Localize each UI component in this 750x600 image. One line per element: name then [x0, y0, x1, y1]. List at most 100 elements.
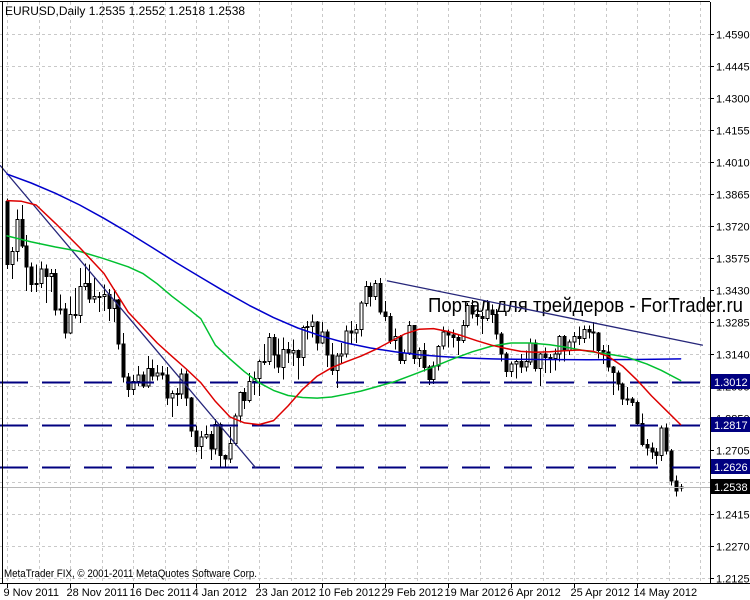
candle-body-bear: [422, 350, 427, 368]
candle-body-bull: [10, 250, 15, 266]
level-price-badge: 1.2626: [714, 462, 748, 474]
candle-body-bull: [92, 296, 97, 300]
trendline[interactable]: [0, 164, 257, 469]
candle-body-bear: [650, 447, 655, 453]
candle-body-bull: [659, 427, 664, 456]
candle-body-bull: [538, 353, 543, 369]
price-axis-label: 1.4590: [716, 30, 750, 42]
candle-body-bear: [616, 372, 621, 385]
candle-body-bull: [179, 373, 184, 395]
copyright-text: MetaTrader FIX, © 2001-2011 MetaQuotes S…: [4, 568, 257, 580]
candle-body-bear: [543, 353, 548, 358]
candle-body-bull: [441, 331, 446, 347]
time-axis[interactable]: [0, 583, 750, 600]
candle-body-bear: [189, 397, 194, 432]
candle-body-bull: [335, 355, 340, 372]
candle-body-bull: [572, 335, 577, 343]
candle-body-bear: [276, 354, 281, 368]
candle-body-bull: [262, 361, 267, 364]
candle-body-bear: [121, 343, 126, 378]
candle-body-bull: [97, 296, 102, 299]
candle-body-bear: [29, 266, 34, 285]
candle-body-bear: [635, 402, 640, 425]
candle-body-bull: [485, 309, 490, 320]
candle-body-bear: [73, 313, 78, 316]
date-axis-label: 14 May 2012: [634, 587, 698, 599]
date-axis-label: 19 Mar 2012: [445, 587, 507, 599]
chart-plot-area[interactable]: [0, 0, 710, 583]
candle-body-bear: [24, 245, 29, 268]
series-layer: [0, 164, 710, 497]
candle-body-bear: [223, 455, 228, 460]
candle-body-bull: [257, 361, 262, 379]
candle-body-bull: [557, 335, 562, 355]
candle-body-bear: [548, 356, 553, 359]
candle-body-bear: [645, 444, 650, 449]
candle-body-bear: [368, 286, 373, 298]
level-price-badge-bg: [711, 417, 750, 432]
price-axis-label: 1.2415: [716, 510, 750, 522]
date-axis-label: 16 Dec 2011: [130, 587, 192, 599]
candle-body-bull: [291, 350, 296, 354]
candle-body-bear: [427, 366, 432, 380]
date-axis-label: 4 Jan 2012: [193, 587, 247, 599]
price-axis-label: 1.4155: [716, 126, 750, 138]
candle-body-bull: [281, 349, 286, 368]
candle-body-bull: [49, 272, 54, 278]
candle-body-bear: [87, 282, 92, 300]
candle-body-bear: [20, 218, 25, 247]
candle-body-bear: [116, 299, 121, 345]
candle-body-bear: [141, 374, 146, 387]
candle-body-bear: [165, 374, 170, 399]
candle-body-bear: [577, 335, 582, 339]
candle-body-bear: [451, 334, 456, 338]
candle-body-bear: [272, 336, 277, 356]
date-axis-label: 10 Feb 2012: [319, 587, 381, 599]
price-axis[interactable]: [710, 0, 750, 583]
candle-body-bear: [44, 268, 49, 278]
candle-body-bear: [63, 308, 68, 334]
candle-body-bear: [53, 272, 58, 311]
trendline[interactable]: [386, 280, 704, 346]
price-axis-label: 1.3140: [716, 350, 750, 362]
candle-body-bear: [630, 398, 635, 404]
candle-body-bear: [601, 350, 606, 353]
price-axis-label: 1.2705: [716, 446, 750, 458]
candle-body-bear: [669, 450, 674, 482]
candle-body-bear: [611, 366, 616, 374]
candle-body-bear: [591, 331, 596, 334]
candle-body-bull: [68, 313, 73, 334]
chart-title-ohlc: EURUSD,Daily 1.2535 1.2552 1.2518 1.2538: [5, 4, 245, 18]
price-axis-label: 1.3575: [716, 254, 750, 266]
level-price-badge: 1.3012: [714, 377, 748, 389]
candle-body-bear: [325, 331, 330, 356]
candle-body-bull: [339, 353, 344, 357]
candle-body-bull: [509, 363, 514, 373]
candle-body-bear: [330, 354, 335, 372]
candle-body-bull: [146, 367, 151, 387]
candle-body-bear: [504, 353, 509, 373]
price-axis-label: 1.4010: [716, 158, 750, 170]
candle-body-bear: [475, 313, 480, 317]
date-axis-label: 28 Nov 2011: [67, 587, 129, 599]
date-axis-label: 23 Jan 2012: [256, 587, 317, 599]
candle-body-bull: [58, 308, 63, 311]
price-axis-label: 1.4445: [716, 62, 750, 74]
candle-body-bull: [359, 302, 364, 331]
candle-body-bear: [596, 332, 601, 352]
candle-body-bull: [461, 324, 466, 342]
candle-body-bear: [456, 336, 461, 342]
candle-body-bull: [524, 361, 529, 368]
candle-body-bull: [102, 293, 107, 298]
candle-body-bear: [587, 329, 592, 333]
candle-body-bull: [354, 329, 359, 334]
candle-body-bull: [301, 327, 306, 358]
candle-body-bear: [209, 434, 214, 450]
candle-body-bull: [305, 325, 310, 328]
moving-average-fast: [6, 199, 682, 426]
candle-body-bull: [625, 398, 630, 401]
moving-average-slow: [6, 173, 682, 361]
candle-body-bull: [39, 268, 44, 284]
candle-body-bull: [514, 361, 519, 365]
